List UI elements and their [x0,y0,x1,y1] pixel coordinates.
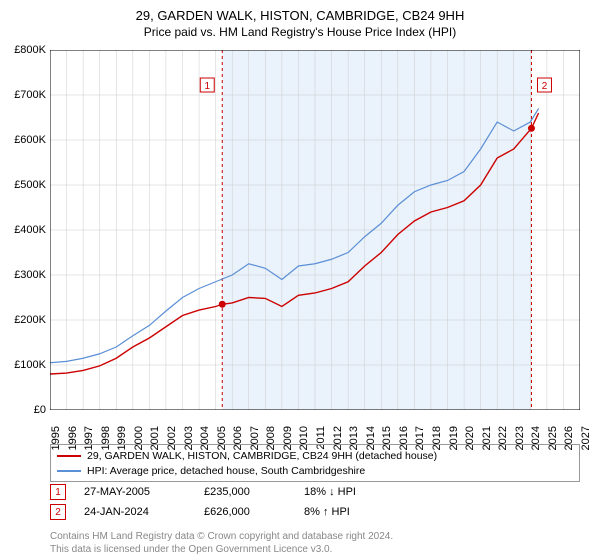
y-axis-label: £100K [2,359,46,371]
marker-delta-1: 18% ↓ HPI [304,486,414,498]
legend-label-hpi: HPI: Average price, detached house, Sout… [87,465,365,477]
chart-svg: 12 [50,50,580,410]
marker-delta-2: 8% ↑ HPI [304,506,414,518]
legend-label-price: 29, GARDEN WALK, HISTON, CAMBRIDGE, CB24… [87,450,437,462]
y-axis-label: £800K [2,44,46,56]
svg-text:1: 1 [204,81,210,92]
title-block: 29, GARDEN WALK, HISTON, CAMBRIDGE, CB24… [0,0,600,39]
marker-price-2: £626,000 [204,506,304,518]
legend-row-price: 29, GARDEN WALK, HISTON, CAMBRIDGE, CB24… [57,448,573,463]
marker-date-2: 24-JAN-2024 [84,506,204,518]
marker-badge-2: 2 [50,504,66,520]
legend: 29, GARDEN WALK, HISTON, CAMBRIDGE, CB24… [50,444,580,482]
y-axis-label: £200K [2,314,46,326]
chart-area: 12 £0£100K£200K£300K£400K£500K£600K£700K… [50,50,580,410]
title-subtitle: Price paid vs. HM Land Registry's House … [0,25,600,39]
y-axis-label: £600K [2,134,46,146]
marker-badge-1: 1 [50,484,66,500]
chart-container: 29, GARDEN WALK, HISTON, CAMBRIDGE, CB24… [0,0,600,560]
footer-line-2: This data is licensed under the Open Gov… [50,544,393,557]
marker-table: 1 27-MAY-2005 £235,000 18% ↓ HPI 2 24-JA… [50,482,414,522]
footer-line-1: Contains HM Land Registry data © Crown c… [50,531,393,544]
legend-swatch-hpi [57,470,81,472]
footer: Contains HM Land Registry data © Crown c… [50,531,393,556]
x-axis-label: 2027 [580,426,592,450]
y-axis-label: £500K [2,179,46,191]
y-axis-label: £300K [2,269,46,281]
marker-price-1: £235,000 [204,486,304,498]
legend-row-hpi: HPI: Average price, detached house, Sout… [57,463,573,478]
marker-row-1: 1 27-MAY-2005 £235,000 18% ↓ HPI [50,482,414,502]
title-address: 29, GARDEN WALK, HISTON, CAMBRIDGE, CB24… [0,8,600,23]
y-axis-label: £400K [2,224,46,236]
legend-swatch-price [57,455,81,457]
y-axis-label: £700K [2,89,46,101]
svg-text:2: 2 [542,81,548,92]
marker-date-1: 27-MAY-2005 [84,486,204,498]
marker-row-2: 2 24-JAN-2024 £626,000 8% ↑ HPI [50,502,414,522]
y-axis-label: £0 [2,404,46,416]
